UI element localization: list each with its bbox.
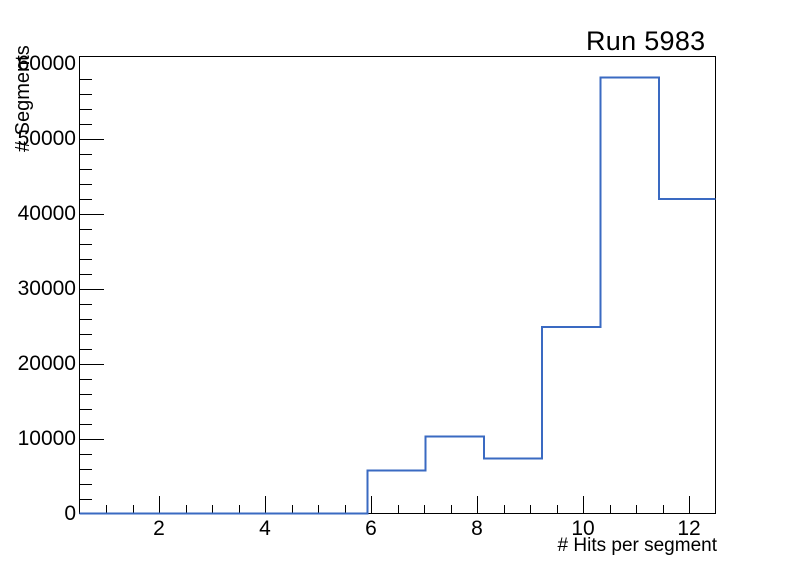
y-tick-label: 10000: [17, 426, 76, 450]
x-tick-label: 12: [677, 517, 701, 540]
x-tick-label: 4: [259, 517, 271, 540]
y-tick-label: 20000: [17, 351, 76, 375]
chart-title: Run 5983: [586, 26, 706, 56]
x-tick-label: 10: [571, 517, 595, 540]
y-tick-label: 40000: [17, 201, 76, 225]
axis-ticks: [80, 79, 690, 513]
x-tick-label: 8: [471, 517, 483, 540]
histogram-line: [79, 76, 716, 515]
y-tick-label: 30000: [17, 276, 76, 300]
y-tick-label: 50000: [17, 126, 76, 150]
x-tick-label: 2: [153, 517, 165, 540]
plot-frame: [79, 56, 716, 514]
x-axis-label: # Hits per segment: [557, 535, 717, 556]
y-tick-label: 0: [64, 501, 76, 525]
y-tick-label: 60000: [17, 51, 76, 75]
x-tick-label: 6: [365, 517, 377, 540]
